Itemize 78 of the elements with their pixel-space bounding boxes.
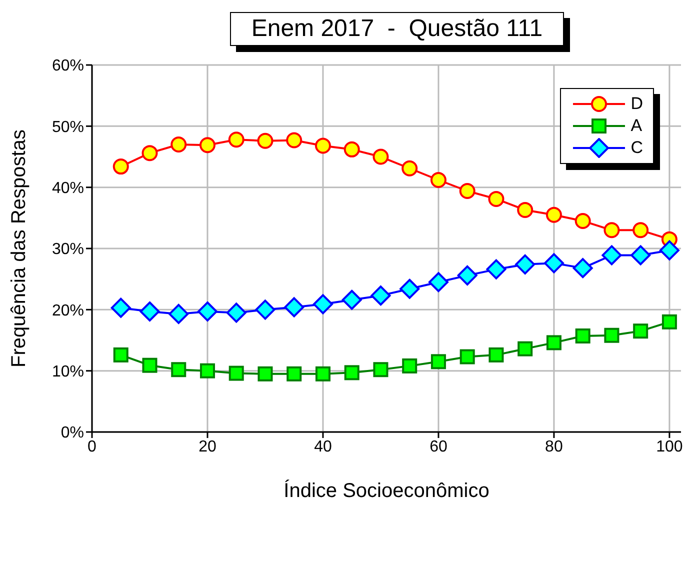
chart-title: Enem 2017 - Questão 111 (230, 12, 564, 46)
point (544, 253, 564, 274)
point (659, 240, 680, 260)
point (142, 145, 158, 162)
y-tick-label: 10% (52, 364, 84, 381)
y-tick-label: 60% (52, 58, 84, 75)
point (630, 245, 651, 266)
point (604, 222, 620, 238)
point (258, 366, 273, 382)
point (112, 158, 129, 175)
point (632, 222, 649, 238)
point (457, 265, 478, 286)
point (546, 206, 562, 223)
point (574, 212, 591, 229)
x-tick-label: 60 (430, 438, 448, 456)
point (373, 362, 388, 378)
point (402, 358, 418, 374)
point (228, 366, 244, 381)
point (110, 298, 131, 318)
point (488, 347, 504, 362)
point (312, 294, 333, 314)
x-tick-label: 100 (656, 438, 683, 456)
point (113, 347, 128, 362)
point (633, 324, 648, 339)
point (168, 304, 189, 324)
x-tick-label: 0 (88, 438, 97, 456)
point (315, 366, 330, 382)
legend-label: A (630, 116, 642, 136)
x-axis-title: Índice Socioeconômico (284, 479, 490, 502)
point (572, 258, 593, 278)
point (430, 354, 446, 370)
point (200, 363, 215, 378)
point (257, 132, 274, 149)
y-tick-label: 0% (60, 424, 84, 442)
point (197, 302, 218, 322)
point (255, 300, 276, 320)
point (488, 190, 504, 207)
legend-label: C (630, 138, 643, 158)
y-tick-label: 20% (52, 302, 84, 320)
point (604, 328, 620, 343)
x-tick-label: 20 (198, 438, 216, 456)
point (602, 245, 622, 266)
point (515, 254, 536, 274)
legend-label: D (630, 94, 643, 114)
y-tick-label: 50% (52, 118, 84, 136)
point (286, 366, 302, 382)
x-tick-label: 40 (314, 438, 332, 456)
point (400, 278, 420, 299)
y-tick-label: 40% (52, 180, 84, 198)
point (140, 302, 160, 322)
point (486, 259, 506, 280)
point (575, 328, 590, 344)
point (662, 314, 677, 330)
point (284, 297, 304, 318)
point (370, 286, 391, 306)
y-axis-title: Frequência das Respostas (8, 130, 30, 368)
point (518, 341, 533, 356)
point (344, 141, 360, 158)
point (199, 137, 216, 154)
point (402, 160, 418, 176)
y-tick-label: 30% (52, 241, 84, 258)
point (459, 183, 476, 200)
x-tick-label: 80 (545, 438, 563, 456)
point (286, 132, 302, 148)
point (171, 362, 186, 378)
point (546, 335, 562, 350)
point (430, 172, 446, 188)
point (142, 358, 158, 373)
point (314, 138, 331, 154)
point (228, 132, 244, 148)
point (517, 202, 534, 218)
point (342, 290, 362, 310)
point (372, 148, 389, 165)
point (460, 349, 475, 364)
point (226, 302, 246, 323)
point (170, 136, 187, 153)
point (344, 365, 360, 380)
point (428, 272, 448, 292)
